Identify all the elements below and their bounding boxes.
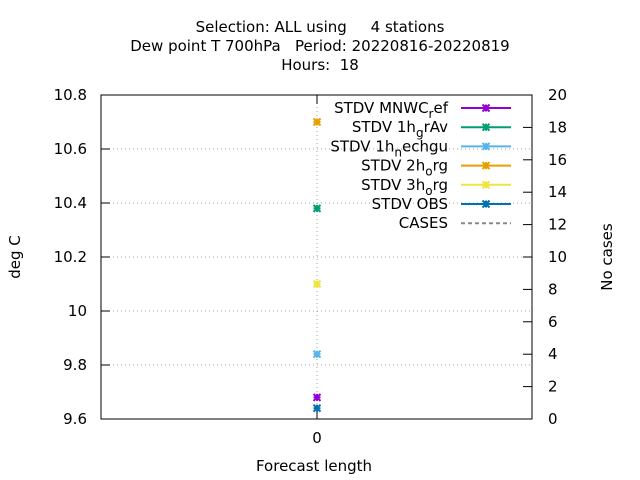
data-point-stdv-2h-org [312, 117, 322, 127]
y2-tick-label: 2 [548, 378, 558, 396]
y2-tick-label: 18 [548, 118, 567, 136]
legend-marker [481, 142, 491, 151]
y-tick-label: 10 [68, 302, 87, 320]
legend-label: STDV MNWCref [334, 99, 449, 121]
legend-marker [481, 199, 491, 209]
y2-tick-label: 16 [548, 151, 567, 169]
y-tick-label: 9.6 [63, 410, 87, 428]
y2-axis-label: No cases [598, 223, 616, 291]
data-point-stdv-3h-org [312, 279, 322, 289]
y-tick-label: 10.6 [54, 140, 87, 158]
y2-tick-label: 14 [548, 183, 567, 201]
legend-marker [481, 161, 491, 170]
y2-tick-label: 0 [548, 410, 558, 428]
plot-frame [100, 94, 533, 420]
legend-label: STDV 1hgrAv [352, 118, 448, 140]
y2-tick-label: 8 [548, 280, 558, 298]
legend-label: STDV 1hnechgu [330, 137, 448, 159]
chart-title-line-3: Hours: 18 [281, 56, 359, 74]
legend-marker [481, 180, 491, 190]
y2-tick-label: 4 [548, 345, 558, 363]
data-point-stdv-mnwc-ref [312, 393, 322, 402]
data-point-stdv-obs [312, 403, 322, 413]
legend-marker [481, 122, 491, 132]
y-tick-label: 10.2 [54, 248, 87, 266]
data-point-stdv-1h-grav [312, 204, 322, 213]
y2-tick-label: 12 [548, 216, 567, 234]
chart-title-line-2: Dew point T 700hPa Period: 20220816-2022… [130, 37, 510, 55]
y2-tick-label: 10 [548, 248, 567, 266]
chart-title-line-1: Selection: ALL using 4 stations [195, 18, 445, 36]
x-tick-label: 0 [312, 429, 322, 447]
data-point-stdv-1h-nechgu [312, 349, 322, 359]
x-axis-label: Forecast length [256, 457, 372, 475]
legend-marker [481, 103, 491, 113]
legend-label: STDV OBS [372, 195, 448, 213]
y-axis-label: deg C [6, 235, 24, 279]
y2-tick-label: 20 [548, 86, 567, 104]
legend-label: CASES [399, 214, 448, 232]
y2-tick-label: 6 [548, 313, 558, 331]
y-tick-label: 9.8 [63, 356, 87, 374]
y-tick-label: 10.8 [54, 86, 87, 104]
legend-label: STDV 3horg [361, 176, 448, 198]
y-tick-label: 10.4 [54, 194, 87, 212]
legend-label: STDV 2horg [361, 157, 448, 179]
